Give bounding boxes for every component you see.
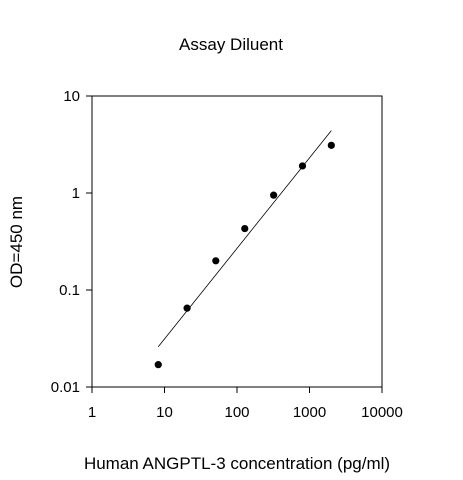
x-axis-label: Human ANGPTL-3 concentration (pg/ml) bbox=[84, 454, 390, 473]
x-tick-label: 1000 bbox=[293, 404, 326, 421]
chart-title: Assay Diluent bbox=[179, 35, 283, 54]
x-tick-label: 100 bbox=[224, 404, 249, 421]
y-axis-label: OD=450 nm bbox=[7, 196, 26, 288]
x-tick-label: 1 bbox=[88, 404, 96, 421]
data-points bbox=[154, 141, 335, 369]
plot-frame bbox=[91, 95, 383, 388]
data-point bbox=[154, 361, 162, 369]
y-tick-label: 0.01 bbox=[51, 379, 80, 396]
x-tick-label: 10000 bbox=[361, 404, 403, 421]
data-point bbox=[183, 304, 191, 312]
data-point bbox=[270, 191, 278, 199]
fit-line-group bbox=[157, 130, 332, 347]
data-point bbox=[212, 257, 220, 265]
x-axis-ticks: 1 10 100 1000 10000 bbox=[88, 387, 403, 421]
data-point bbox=[327, 141, 335, 149]
data-point bbox=[298, 162, 307, 170]
fit-line bbox=[157, 130, 332, 347]
y-tick-label: 1 bbox=[72, 185, 80, 202]
y-tick-label: 0.1 bbox=[59, 282, 80, 299]
y-axis-ticks: 0.01 0.1 1 10 bbox=[51, 88, 92, 396]
x-tick-label: 10 bbox=[156, 404, 173, 421]
data-point bbox=[241, 224, 249, 233]
y-tick-label: 10 bbox=[63, 88, 80, 105]
